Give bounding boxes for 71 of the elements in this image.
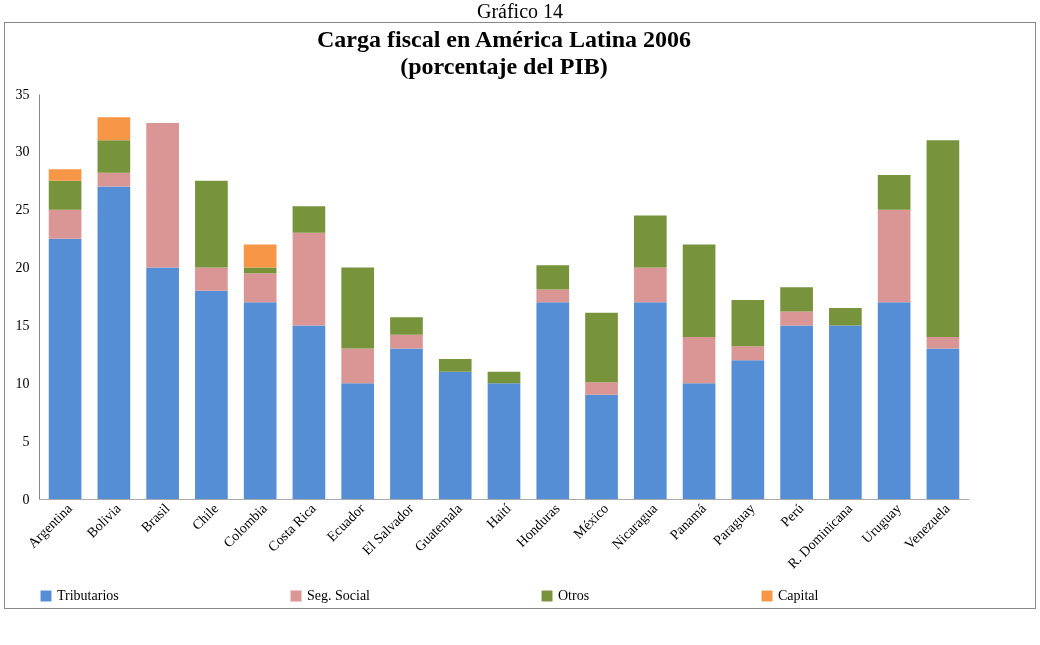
bar <box>341 267 375 349</box>
bar <box>536 302 570 499</box>
bar <box>48 238 82 499</box>
bar <box>731 299 765 347</box>
chart-subtitle: (porcentaje del PIB) <box>400 53 608 79</box>
bar <box>97 172 131 187</box>
bar <box>731 346 765 361</box>
legend-label: Seg. Social <box>307 588 371 603</box>
bar <box>195 267 228 291</box>
bar <box>731 360 765 499</box>
bar <box>48 209 82 239</box>
bar <box>633 302 667 499</box>
bar <box>877 302 911 499</box>
legend-label: Capital <box>778 588 819 603</box>
bar <box>585 312 618 383</box>
bar <box>243 302 277 499</box>
bar <box>195 180 228 268</box>
bar <box>877 209 911 303</box>
bar <box>633 215 667 268</box>
legend-label: Tributarios <box>57 588 119 603</box>
y-tick-label: 0 <box>22 491 30 507</box>
bar <box>926 337 960 349</box>
bar <box>780 325 813 499</box>
bar <box>97 140 131 173</box>
bar <box>243 244 277 268</box>
bar <box>829 308 862 326</box>
bar <box>682 244 716 337</box>
bar <box>243 273 277 303</box>
bar <box>97 186 131 499</box>
bar <box>438 371 472 499</box>
bar <box>292 232 326 326</box>
bar <box>487 371 521 384</box>
bar <box>926 140 960 337</box>
bar <box>97 117 131 141</box>
bar <box>829 325 862 499</box>
bar <box>877 175 911 210</box>
bar <box>146 122 179 268</box>
bar <box>633 267 667 303</box>
bar <box>682 337 716 384</box>
bar <box>536 265 570 290</box>
text: Gráfico 14 <box>475 0 565 22</box>
bar <box>48 180 82 210</box>
bar <box>536 289 570 303</box>
bar <box>292 206 326 233</box>
bar <box>585 394 618 499</box>
bar <box>487 383 521 499</box>
bar <box>341 348 375 384</box>
bar <box>195 290 228 499</box>
y-tick-label: 20 <box>15 260 30 276</box>
y-tick-label: 35 <box>15 86 30 102</box>
x-tick-label: Chile <box>189 500 222 533</box>
bar <box>48 169 82 181</box>
y-tick-label: 15 <box>15 317 30 333</box>
chart-title: Carga fiscal en América Latina 2006 <box>317 26 691 52</box>
bar <box>390 334 423 349</box>
bar <box>926 348 960 499</box>
bar <box>390 348 423 499</box>
bar <box>682 383 716 499</box>
y-tick-label: 5 <box>22 433 30 449</box>
y-tick-label: 10 <box>15 375 30 391</box>
bar <box>780 287 813 312</box>
bar <box>438 358 472 372</box>
bar <box>146 267 179 499</box>
y-tick-label: 25 <box>15 202 30 218</box>
y-tick-label: 30 <box>15 144 30 160</box>
bar <box>585 382 618 395</box>
bar <box>390 317 423 335</box>
bar <box>292 325 326 499</box>
bar <box>341 383 375 499</box>
legend-label: Otros <box>558 588 590 603</box>
bar <box>780 311 813 326</box>
